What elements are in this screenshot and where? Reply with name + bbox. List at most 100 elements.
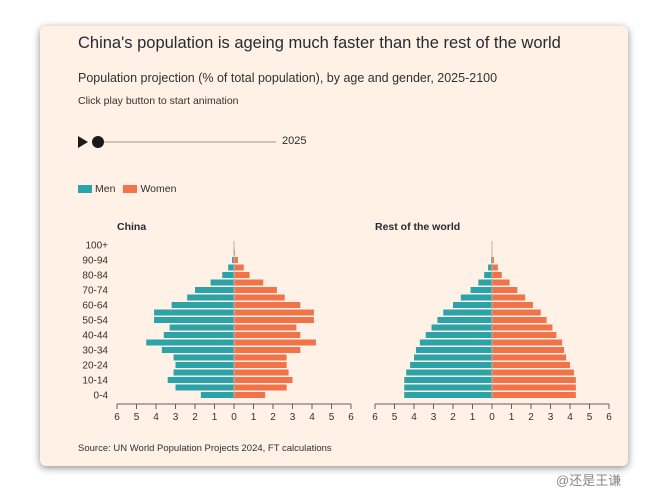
bar-men: [404, 377, 492, 383]
bar-men: [415, 347, 492, 353]
y-tick-label: 40-44: [82, 331, 108, 342]
legend-label-men: Men: [95, 183, 116, 195]
x-tick-label: 4: [153, 412, 159, 423]
bar-men: [443, 309, 492, 316]
y-tick-label: 20-24: [82, 361, 108, 372]
x-tick-label: 1: [212, 412, 218, 423]
bar-women: [492, 392, 576, 398]
x-tick-label: 6: [372, 412, 378, 423]
legend-swatch-men: [78, 185, 92, 193]
bar-women: [234, 377, 293, 383]
x-tick-label: 1: [470, 412, 476, 423]
timeline-slider-track[interactable]: [96, 141, 276, 143]
x-tick-label: 6: [348, 412, 354, 423]
x-tick-label: 0: [231, 412, 237, 423]
bar-men: [470, 287, 492, 293]
play-icon[interactable]: [78, 136, 88, 148]
bar-men: [437, 317, 492, 323]
bar-men: [410, 362, 492, 368]
bar-women: [234, 309, 314, 316]
x-tick-label: 5: [329, 412, 335, 423]
bar-men: [169, 324, 234, 331]
x-tick-label: 1: [509, 412, 515, 423]
x-tick-label: 3: [548, 412, 554, 423]
y-tick-label: 100+: [85, 241, 108, 252]
bar-men: [146, 339, 234, 346]
y-tick-label: 80-84: [82, 271, 108, 282]
x-tick-label: 3: [173, 412, 179, 423]
bar-women: [234, 287, 277, 293]
panel-title: Rest of the world: [375, 221, 460, 233]
y-tick-label: 10-14: [82, 376, 108, 387]
bar-women: [492, 302, 533, 308]
bar-women: [234, 332, 301, 338]
bar-men: [222, 272, 234, 278]
bar-men: [154, 309, 234, 316]
bar-men: [161, 347, 234, 353]
x-tick-label: 4: [411, 412, 417, 423]
bar-women: [234, 324, 297, 331]
bar-men: [431, 324, 492, 331]
bar-men: [171, 302, 234, 308]
bar-men: [419, 339, 492, 346]
play-hint: Click play button to start animation: [78, 95, 239, 107]
watermark: @还是王谦: [556, 473, 622, 488]
bar-men: [404, 392, 492, 398]
bar-women: [492, 324, 553, 331]
bar-men: [154, 317, 234, 323]
y-tick-label: 90-94: [82, 256, 108, 267]
panel-title: China: [117, 221, 146, 233]
x-tick-label: 6: [114, 412, 120, 423]
bar-men: [187, 294, 234, 301]
bar-women: [234, 272, 250, 278]
x-tick-label: 5: [587, 412, 593, 423]
bar-women: [234, 264, 244, 271]
bar-women: [234, 279, 264, 286]
bar-women: [492, 264, 498, 271]
legend: Men Women: [78, 183, 184, 195]
bar-men: [195, 287, 234, 293]
bar-women: [492, 287, 518, 293]
y-tick-label: 70-74: [82, 286, 108, 297]
x-tick-label: 3: [290, 412, 296, 423]
bar-women: [234, 362, 287, 368]
bar-women: [492, 257, 494, 263]
x-tick-label: 2: [270, 412, 276, 423]
bar-men: [453, 302, 492, 308]
bar-men: [228, 264, 234, 271]
bar-women: [234, 392, 266, 398]
bar-men: [200, 392, 234, 398]
y-tick-label: 60-64: [82, 301, 108, 312]
bar-women: [234, 354, 287, 361]
bar-women: [492, 309, 541, 316]
bar-men: [478, 279, 492, 286]
chart-subtitle: Population projection (% of total popula…: [78, 71, 498, 85]
bar-men: [425, 332, 492, 338]
y-tick-label: 0-4: [94, 391, 109, 402]
y-tick-label: 30-34: [82, 346, 108, 357]
bar-men: [414, 354, 492, 361]
x-tick-label: 4: [567, 412, 573, 423]
x-tick-label: 2: [528, 412, 534, 423]
bar-women: [492, 317, 547, 323]
bar-men: [484, 272, 492, 278]
bar-women: [234, 294, 285, 301]
bar-women: [234, 347, 301, 353]
bar-women: [234, 317, 314, 323]
chart-title: China's population is ageing much faster…: [78, 34, 561, 52]
source-note: Source: UN World Population Projects 202…: [78, 443, 332, 454]
x-tick-label: 4: [309, 412, 315, 423]
legend-swatch-women: [123, 185, 138, 193]
bar-men: [175, 384, 234, 391]
x-tick-label: 5: [134, 412, 140, 423]
bar-men: [232, 257, 234, 263]
bar-men: [175, 362, 234, 368]
bar-women: [492, 354, 567, 361]
year-label: 2025: [282, 135, 307, 147]
x-tick-label: 1: [251, 412, 257, 423]
timeline-slider-handle[interactable]: [92, 136, 104, 148]
bar-women: [234, 339, 316, 346]
bar-men: [173, 369, 234, 376]
bar-women: [234, 257, 238, 263]
bar-women: [492, 362, 570, 368]
